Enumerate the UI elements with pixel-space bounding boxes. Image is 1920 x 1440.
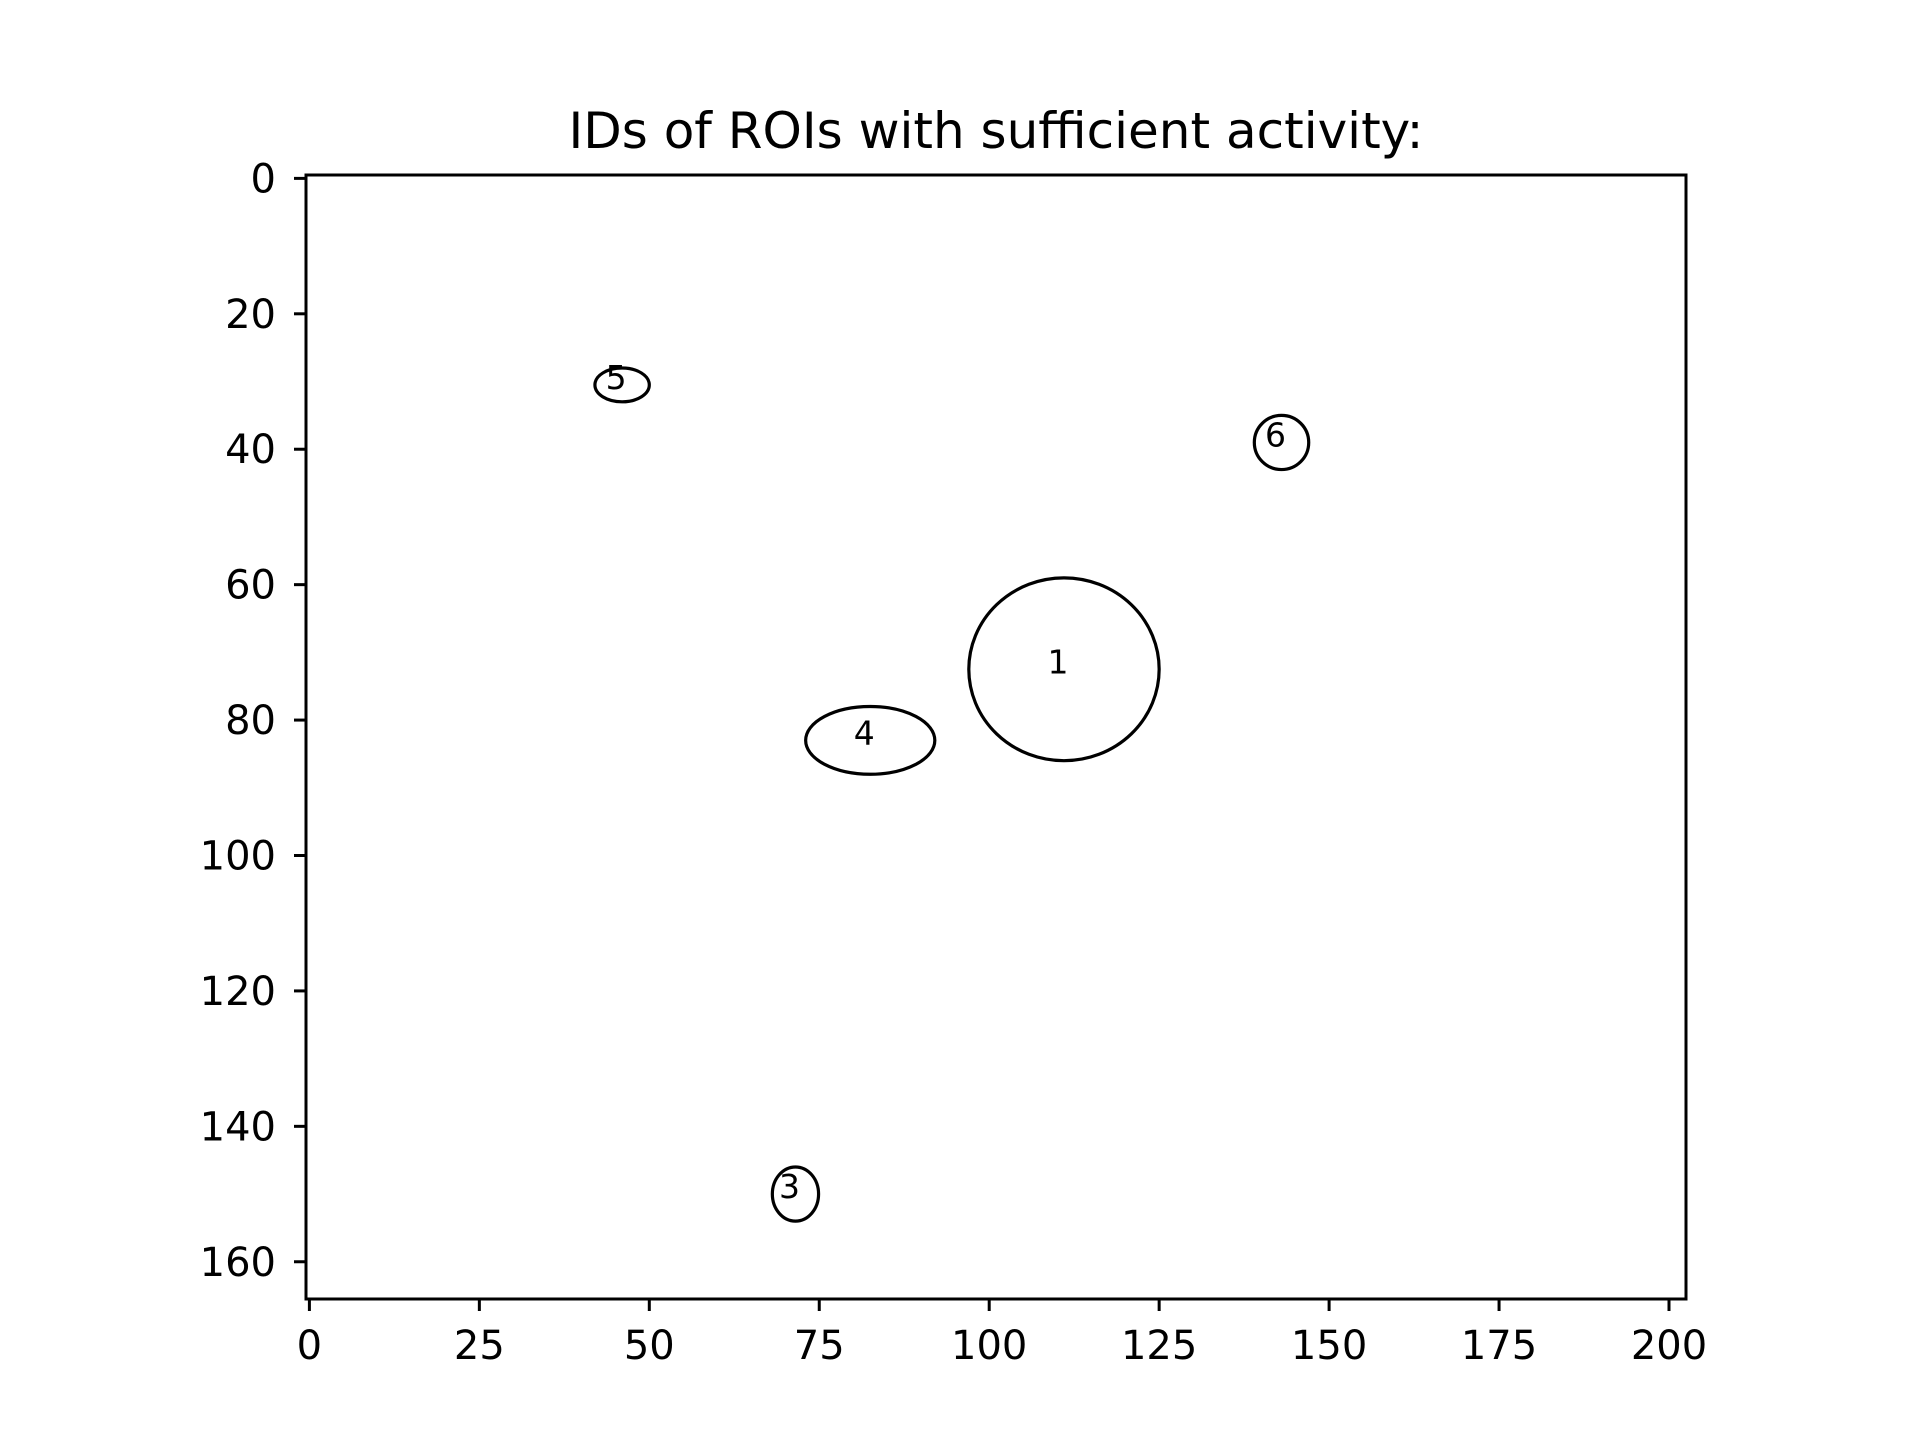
roi-outline-5 xyxy=(593,366,651,404)
roi-label-6: 6 xyxy=(1265,415,1286,454)
roi-label-3: 3 xyxy=(779,1167,800,1206)
y-tick-label: 0 xyxy=(251,156,276,202)
x-tick-label: 50 xyxy=(624,1323,675,1369)
roi-outline-3 xyxy=(770,1165,821,1223)
roi-label-4: 4 xyxy=(854,713,875,752)
chart-title: IDs of ROIs with sufficient activity: xyxy=(569,102,1424,160)
roi-outline-1 xyxy=(967,576,1161,763)
x-tick-label: 0 xyxy=(297,1323,322,1369)
y-tick-label: 100 xyxy=(200,833,276,879)
y-tick-label: 160 xyxy=(200,1240,276,1286)
x-tick-label: 150 xyxy=(1291,1323,1367,1369)
y-tick-label: 20 xyxy=(225,292,276,338)
y-axis: 0 20 40 60 80 100 120 140 160 xyxy=(200,156,306,1286)
y-tick-label: 140 xyxy=(200,1104,276,1150)
y-tick-label: 40 xyxy=(225,427,276,473)
roi-layer: 1 3 4 5 6 xyxy=(593,358,1311,1223)
y-tick-label: 80 xyxy=(225,698,276,744)
plot-frame xyxy=(304,173,1688,1301)
roi-outline-4 xyxy=(804,704,937,776)
x-tick-label: 125 xyxy=(1121,1323,1197,1369)
y-tick-label: 60 xyxy=(225,563,276,609)
roi-outline-6 xyxy=(1252,413,1311,472)
y-tick-label: 120 xyxy=(200,969,276,1015)
x-tick-label: 100 xyxy=(951,1323,1027,1369)
roi-label-5: 5 xyxy=(606,358,627,397)
x-tick-label: 25 xyxy=(454,1323,505,1369)
roi-label-1: 1 xyxy=(1047,642,1068,681)
x-tick-label: 200 xyxy=(1631,1323,1707,1369)
x-tick-label: 175 xyxy=(1461,1323,1537,1369)
x-tick-label: 75 xyxy=(794,1323,845,1369)
x-axis: 0 25 50 75 100 125 150 175 200 xyxy=(297,1299,1707,1369)
